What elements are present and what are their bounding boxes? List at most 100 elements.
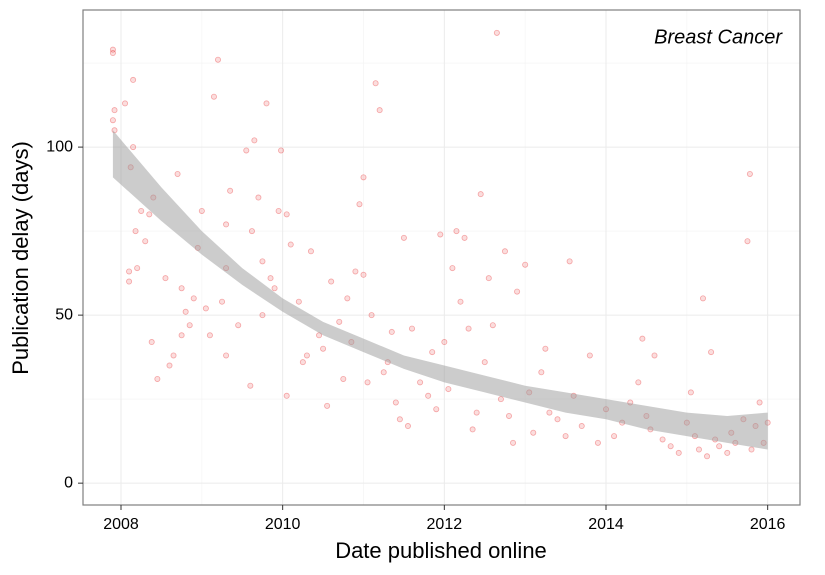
- point: [336, 318, 343, 325]
- point: [344, 295, 351, 302]
- point: [202, 305, 209, 312]
- point: [251, 137, 258, 144]
- point: [514, 288, 521, 295]
- point: [146, 211, 153, 218]
- point: [148, 339, 155, 346]
- point: [635, 379, 642, 386]
- point: [227, 187, 234, 194]
- point: [687, 389, 694, 396]
- point: [206, 332, 213, 339]
- point: [223, 352, 230, 359]
- point: [154, 375, 161, 382]
- point: [388, 328, 395, 335]
- point: [130, 76, 137, 83]
- point: [126, 278, 133, 285]
- point: [283, 211, 290, 218]
- point: [186, 322, 193, 329]
- point: [287, 241, 294, 248]
- x-tick-label: 2012: [427, 516, 463, 533]
- x-tick-label: 2014: [588, 516, 624, 533]
- point: [744, 238, 751, 245]
- point: [214, 56, 221, 63]
- point: [328, 278, 335, 285]
- point: [134, 265, 141, 272]
- point: [429, 349, 436, 356]
- point: [477, 191, 484, 198]
- point: [235, 322, 242, 329]
- point: [299, 359, 306, 366]
- point: [425, 392, 432, 399]
- point: [360, 271, 367, 278]
- x-tick-label: 2016: [750, 516, 786, 533]
- point: [111, 127, 118, 134]
- smooth-band: [112, 130, 768, 450]
- point: [699, 295, 706, 302]
- y-tick-label: 100: [46, 138, 73, 155]
- point: [505, 412, 512, 419]
- point: [356, 201, 363, 208]
- point: [716, 443, 723, 450]
- x-axis-label: Date published online: [335, 538, 547, 563]
- point: [510, 439, 517, 446]
- point: [417, 379, 424, 386]
- point: [219, 298, 226, 305]
- point: [396, 416, 403, 423]
- point: [111, 107, 118, 114]
- point: [376, 107, 383, 114]
- point: [138, 207, 145, 214]
- point: [461, 234, 468, 241]
- point: [223, 221, 230, 228]
- point: [408, 325, 415, 332]
- point: [126, 268, 133, 275]
- point: [594, 439, 601, 446]
- point: [352, 268, 359, 275]
- point: [278, 147, 285, 154]
- point: [259, 258, 266, 265]
- point: [162, 275, 169, 282]
- point: [404, 423, 411, 430]
- point: [554, 416, 561, 423]
- point: [659, 436, 666, 443]
- point: [704, 453, 711, 460]
- point: [611, 433, 618, 440]
- point: [538, 369, 545, 376]
- point: [364, 379, 371, 386]
- y-tick-label: 0: [64, 474, 73, 491]
- point: [501, 248, 508, 255]
- y-tick-label: 50: [55, 306, 73, 323]
- point: [198, 207, 205, 214]
- point: [530, 429, 537, 436]
- point: [695, 446, 702, 453]
- point: [562, 433, 569, 440]
- point: [675, 449, 682, 456]
- point: [651, 352, 658, 359]
- point: [109, 117, 116, 124]
- point: [473, 409, 480, 416]
- point: [182, 308, 189, 315]
- point: [178, 285, 185, 292]
- point: [756, 399, 763, 406]
- point: [324, 402, 331, 409]
- point: [493, 29, 500, 36]
- point: [142, 238, 149, 245]
- point: [255, 194, 262, 201]
- point: [667, 443, 674, 450]
- point: [481, 359, 488, 366]
- point: [210, 93, 217, 100]
- point: [437, 231, 444, 238]
- point: [243, 147, 250, 154]
- point: [441, 339, 448, 346]
- plot-border: [82, 9, 801, 506]
- point: [372, 80, 379, 87]
- point: [445, 386, 452, 393]
- point: [263, 100, 270, 107]
- point: [267, 275, 274, 282]
- x-tick-label: 2010: [265, 516, 301, 533]
- point: [109, 50, 116, 57]
- point: [639, 335, 646, 342]
- point: [465, 325, 472, 332]
- point: [578, 423, 585, 430]
- point: [522, 261, 529, 268]
